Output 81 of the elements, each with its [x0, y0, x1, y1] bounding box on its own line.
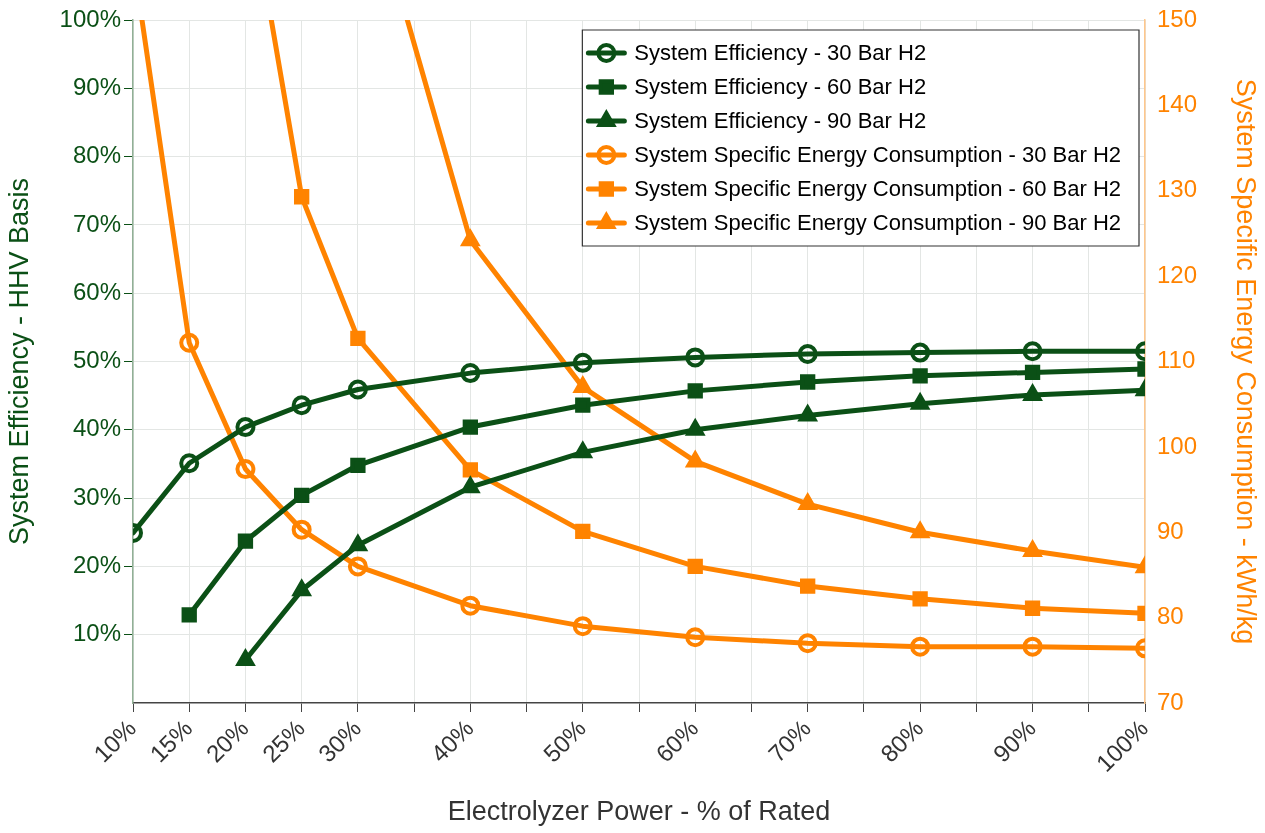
point [573, 377, 592, 394]
y2-tick-label: 100 [1157, 431, 1198, 459]
legend-label: System Specific Energy Consumption - 30 Bar H2 [634, 142, 1121, 168]
point [179, 453, 200, 474]
y-tick-label: 100% [59, 4, 121, 32]
point [347, 379, 368, 400]
point [687, 383, 703, 399]
point [797, 633, 818, 654]
y2-tick-label: 80 [1157, 602, 1184, 630]
y-tick-label: 30% [72, 482, 121, 510]
y2-tick-label: 140 [1157, 90, 1198, 117]
y-tick-label: 80% [72, 141, 121, 169]
x-axis-title: Electrolyzer Power - % of Rated [447, 796, 831, 827]
point [181, 607, 197, 623]
point [910, 636, 931, 657]
point [292, 580, 311, 597]
point [1023, 541, 1042, 558]
x-tick-label: 60% [650, 714, 704, 768]
point [460, 595, 481, 616]
point [460, 363, 481, 384]
y-tick-label: 40% [72, 414, 121, 442]
point [687, 558, 703, 575]
y-axis-title: System Efficiency - HHV Basis [3, 177, 34, 546]
point [1024, 364, 1041, 381]
point [462, 419, 478, 435]
point [294, 189, 310, 205]
point [798, 494, 817, 511]
point [235, 417, 256, 438]
point [800, 578, 816, 594]
point [350, 330, 366, 347]
y-tick-label: 60% [72, 277, 121, 305]
point [462, 462, 478, 478]
x-tick-label: 70% [762, 714, 816, 768]
y2-tick-label: 150 [1157, 4, 1198, 32]
point [236, 649, 255, 666]
point [686, 451, 705, 468]
y2-axis-title: System Specific Energy Consumption - kWh/kg [1231, 78, 1262, 645]
y-tick-label: 90% [72, 72, 121, 100]
point [912, 368, 928, 384]
point [572, 616, 593, 637]
y2-tick-label: 120 [1157, 260, 1198, 288]
point [1024, 600, 1041, 616]
point [294, 487, 310, 504]
point [685, 627, 706, 648]
point [291, 519, 312, 540]
point [798, 405, 817, 422]
point [800, 374, 816, 390]
legend-label: System Specific Energy Consumption - 90 Bar H2 [634, 210, 1121, 236]
point [912, 591, 928, 607]
y2-tick-label: 90 [1157, 516, 1184, 544]
y2-tick-label: 70 [1157, 687, 1184, 715]
point [350, 457, 366, 473]
point [572, 352, 593, 373]
y2-tick-label: 110 [1157, 346, 1196, 374]
point [461, 477, 480, 494]
point [911, 522, 930, 539]
point [575, 397, 591, 413]
point [1022, 341, 1043, 362]
y-tick-label: 50% [72, 346, 121, 374]
point [235, 459, 256, 480]
point [910, 342, 931, 363]
legend-label: System Specific Energy Consumption - 60 Bar H2 [634, 176, 1121, 202]
y2-tick-label: 130 [1157, 175, 1198, 203]
point [573, 442, 592, 459]
point [237, 533, 254, 549]
legend-label: System Efficiency - 90 Bar H2 [634, 108, 927, 134]
point [291, 395, 312, 416]
y-tick-label: 70% [72, 209, 121, 237]
legend-label: System Efficiency - 60 Bar H2 [634, 74, 927, 100]
y-tick-label: 20% [72, 551, 121, 579]
point [797, 343, 818, 364]
point [348, 535, 367, 552]
point [461, 230, 480, 247]
point [347, 556, 368, 577]
point [685, 347, 706, 368]
point [179, 332, 200, 353]
y-tick-label: 10% [72, 619, 121, 647]
point [575, 523, 591, 540]
x-tick-label: 40% [425, 714, 479, 768]
legend-label: System Efficiency - 30 Bar H2 [634, 40, 927, 66]
point [1022, 636, 1043, 657]
